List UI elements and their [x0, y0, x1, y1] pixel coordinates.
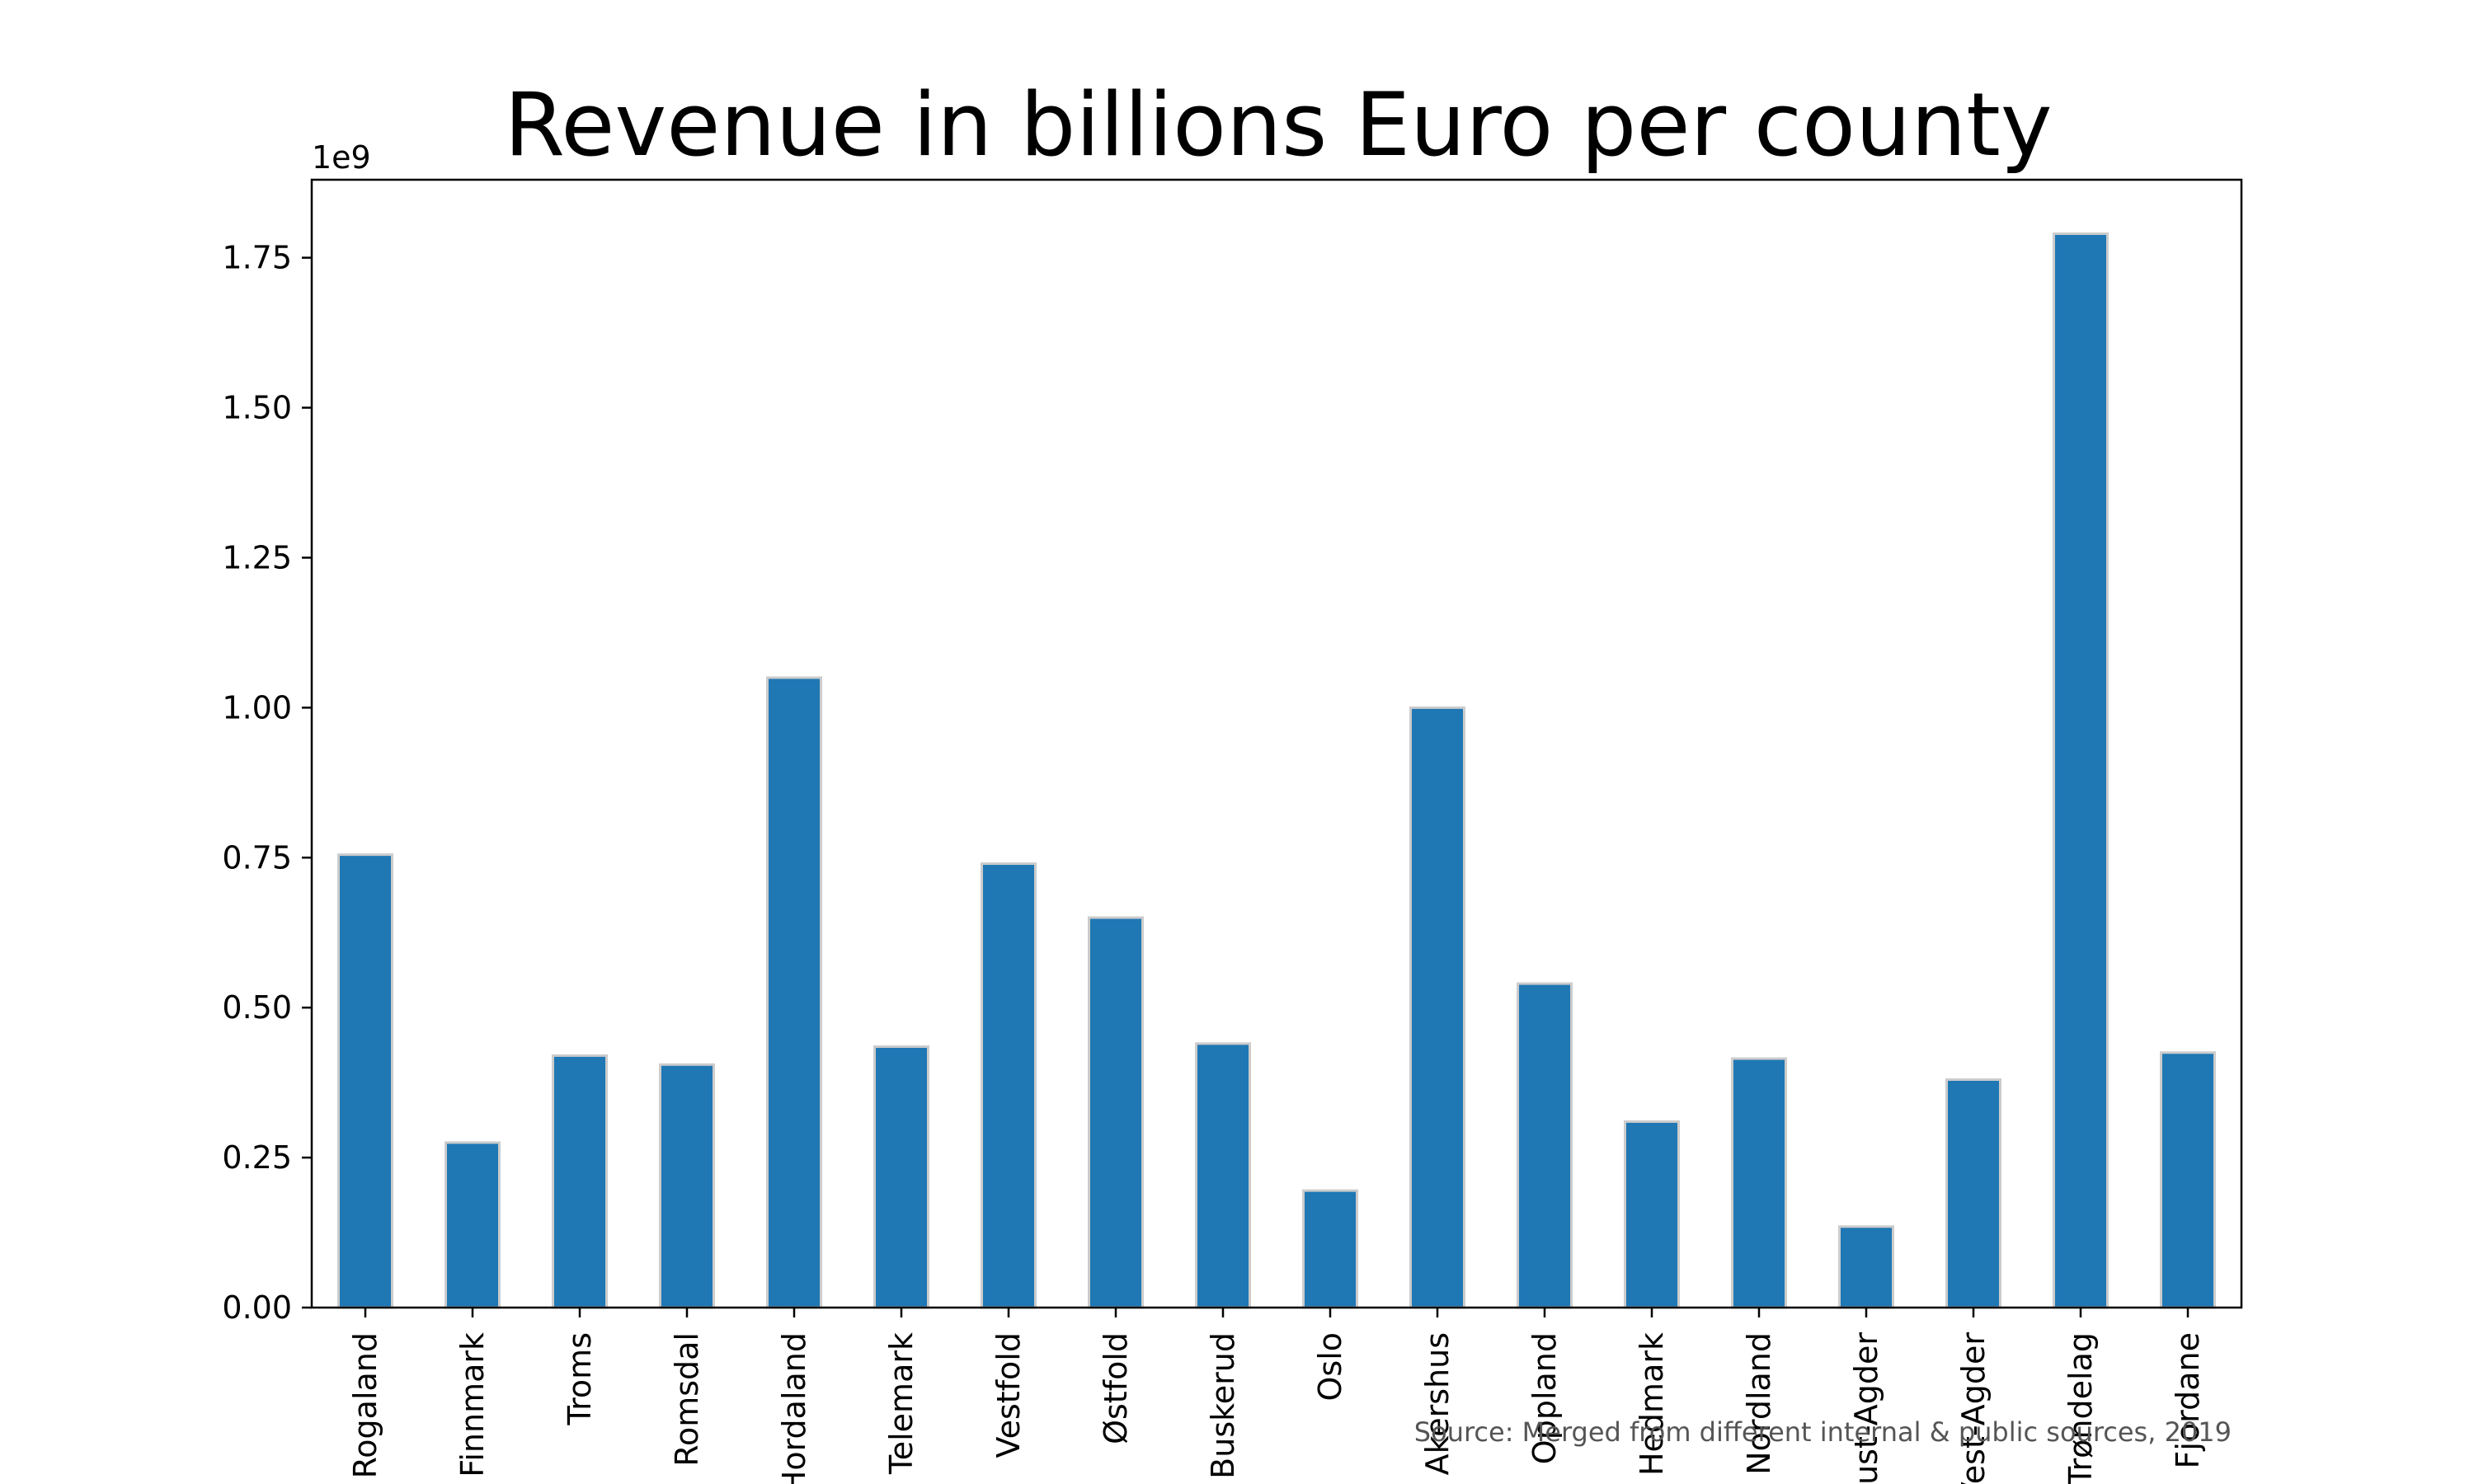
bar-0	[337, 853, 393, 1309]
y-tick-label: 1.00	[222, 689, 292, 726]
bar-17	[2160, 1051, 2216, 1309]
chart-title: Revenue in billions Euro per county	[504, 74, 2052, 176]
bar-15	[1945, 1078, 2001, 1309]
plot-frame	[310, 178, 2243, 1309]
bar-7	[1088, 916, 1144, 1309]
bar-4	[766, 676, 822, 1309]
x-tick-label: Akershus	[1419, 1332, 1456, 1475]
bars-layer	[337, 232, 2216, 1309]
x-tick-label: Finnmark	[454, 1332, 491, 1477]
y-tick-label: 0.00	[222, 1289, 292, 1326]
bar-12	[1624, 1120, 1680, 1309]
bar-13	[1731, 1057, 1787, 1309]
x-tick-label: Rogaland	[347, 1332, 383, 1478]
y-tick-label: 1.50	[222, 390, 292, 426]
x-tick-label: Fjordane	[2170, 1332, 2206, 1469]
y-tick-label: 0.25	[222, 1139, 292, 1176]
x-tick-label: Hedmark	[1634, 1332, 1670, 1476]
x-tick-label: Hordaland	[776, 1332, 812, 1484]
x-tick-label: Aust-Agder	[1848, 1332, 1884, 1484]
x-tick-label: Romsdal	[669, 1332, 705, 1467]
bar-1	[444, 1141, 501, 1309]
y-tick-label: 1.75	[222, 240, 292, 276]
x-axis: Rogaland Finnmark Troms Romsdal Hordaland Tel…	[347, 1308, 2206, 1484]
bar-16	[2053, 232, 2109, 1309]
x-tick-label: Nordland	[1741, 1332, 1777, 1475]
bar-11	[1517, 982, 1573, 1309]
y-axis-offset-label: 1e9	[312, 139, 371, 176]
bar-14	[1838, 1225, 1894, 1309]
bar-8	[1195, 1042, 1251, 1309]
bar-6	[981, 862, 1037, 1309]
bar-9	[1302, 1189, 1358, 1309]
x-tick-label: Vestfold	[990, 1332, 1027, 1458]
y-tick-label: 1.25	[222, 539, 292, 575]
bar-5	[873, 1045, 929, 1309]
y-tick-label: 0.75	[222, 839, 292, 876]
x-tick-label: Oslo	[1312, 1332, 1348, 1402]
bar-3	[659, 1063, 715, 1309]
y-tick-label: 0.50	[222, 989, 292, 1026]
x-tick-label: Buskerud	[1205, 1332, 1241, 1479]
x-tick-label: Oppland	[1526, 1332, 1563, 1464]
x-tick-label: Østfold	[1098, 1332, 1134, 1444]
source-note: Source: Merged from different internal &…	[1414, 1416, 2232, 1448]
bar-2	[552, 1054, 608, 1309]
y-axis: 0.00 0.25 0.50 0.75 1.00 1.25 1.50 1.75	[222, 240, 312, 1326]
x-tick-label: Telemark	[883, 1332, 920, 1475]
x-tick-label: Vest-Agder	[1955, 1332, 1992, 1484]
x-tick-label: Troms	[562, 1332, 598, 1425]
x-tick-label: Trøndelag	[2062, 1332, 2099, 1484]
bar-10	[1409, 706, 1465, 1309]
